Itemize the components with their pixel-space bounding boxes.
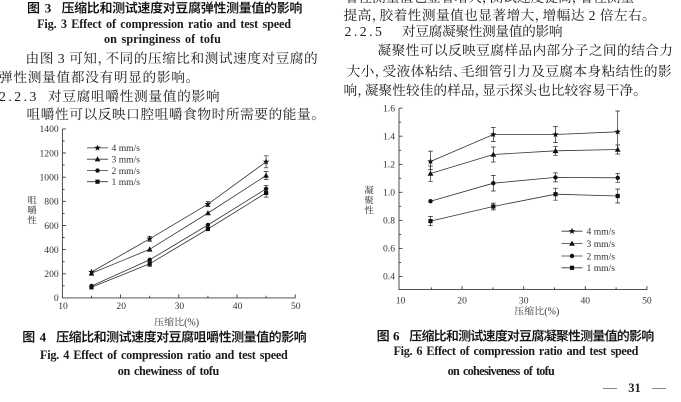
svg-text:0: 0 [54, 293, 59, 304]
svg-text:400: 400 [44, 245, 59, 256]
svg-text:凝: 凝 [364, 185, 374, 196]
svg-text:性: 性 [27, 215, 37, 226]
svg-text:3 mm/s: 3 mm/s [587, 239, 616, 250]
svg-text:1000: 1000 [40, 173, 59, 184]
svg-text:0.6: 0.6 [383, 244, 395, 255]
svg-text:800: 800 [44, 197, 59, 208]
svg-text:200: 200 [44, 269, 59, 280]
svg-text:咀: 咀 [27, 195, 37, 206]
svg-text:4 mm/s: 4 mm/s [587, 227, 616, 238]
svg-text:压缩比(%): 压缩比(%) [154, 316, 199, 328]
svg-text:1400: 1400 [40, 124, 59, 135]
svg-text:10: 10 [58, 301, 68, 312]
svg-text:40: 40 [233, 301, 243, 312]
svg-text:50: 50 [291, 301, 301, 312]
svg-text:10: 10 [396, 296, 406, 307]
svg-text:40: 40 [581, 296, 591, 307]
svg-text:1.4: 1.4 [383, 132, 395, 143]
svg-text:30: 30 [519, 296, 529, 307]
svg-text:1.2: 1.2 [383, 160, 395, 171]
svg-text:1.0: 1.0 [383, 188, 395, 199]
svg-text:20: 20 [116, 301, 126, 312]
svg-text:嚼: 嚼 [27, 204, 37, 216]
svg-text:2 mm/s: 2 mm/s [587, 251, 616, 262]
svg-text:0.4: 0.4 [383, 272, 395, 283]
svg-text:1.6: 1.6 [383, 104, 395, 115]
svg-text:20: 20 [457, 296, 467, 307]
svg-text:50: 50 [642, 296, 652, 307]
svg-text:600: 600 [44, 221, 59, 232]
svg-text:3 mm/s: 3 mm/s [112, 155, 141, 166]
svg-text:1 mm/s: 1 mm/s [587, 263, 616, 274]
svg-text:0.8: 0.8 [383, 216, 395, 227]
svg-text:1 mm/s: 1 mm/s [112, 177, 141, 188]
svg-text:30: 30 [175, 301, 185, 312]
svg-text:1200: 1200 [40, 148, 59, 159]
svg-text:4 mm/s: 4 mm/s [112, 143, 141, 154]
svg-text:性: 性 [364, 205, 374, 216]
svg-text:聚: 聚 [364, 195, 374, 206]
svg-text:2 mm/s: 2 mm/s [112, 166, 141, 177]
svg-text:压缩比(%): 压缩比(%) [514, 306, 559, 318]
